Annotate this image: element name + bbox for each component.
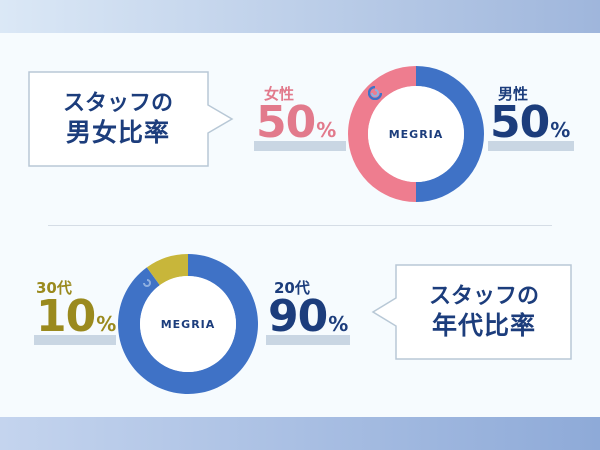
bottom-band [0,417,600,450]
female-value: 50 [256,97,316,148]
age20-slice [118,254,258,394]
age30-value: 10 [36,291,96,342]
gender-donut: MEGRIA [348,66,484,202]
section-divider [48,225,552,226]
gender-logo-text: MEGRIA [388,127,444,141]
age30-slice [146,254,188,286]
age-callout-line1: スタッフの [428,283,539,309]
gender-callout: スタッフの 男女比率 [28,71,234,167]
top-band [0,0,600,33]
age30-label: 30代 [36,279,72,297]
female-label: 女性 [264,85,295,103]
gender-donut-svg [348,66,484,202]
female-unit: % [316,118,337,142]
age20-unit: % [328,312,349,336]
male-label: 男性 [498,85,529,103]
age20-value: 90 [268,291,328,342]
donut-hole [368,86,464,182]
male-unit: % [550,118,571,142]
megria-logo-icon [368,86,382,100]
male-percent: 50% [490,101,570,145]
age20-percent: 90% [268,295,348,339]
donut-hole [140,276,236,372]
male-value: 50 [490,97,550,148]
megria-logo-icon [140,276,154,290]
age20-label: 20代 [274,279,310,297]
gender-callout-line2: 男女比率 [65,118,170,148]
age-donut-svg [118,254,258,394]
age20-underbar [266,335,350,345]
male-underbar [488,141,574,151]
gender-logo: MEGRIA [368,86,464,182]
age-logo: MEGRIA [140,276,236,372]
age30-unit: % [96,312,117,336]
female-slice [348,66,416,202]
age30-percent: 10% [36,295,116,339]
age30-underbar [34,335,116,345]
male-slice [416,66,484,202]
gender-callout-bubble [28,71,234,167]
age-logo-text: MEGRIA [160,317,216,331]
age-callout: スタッフの 年代比率 [371,264,572,360]
age-callout-bubble [371,264,572,360]
age-donut: MEGRIA [118,254,258,394]
age-callout-line2: 年代比率 [431,311,536,341]
female-percent: 50% [256,101,336,145]
gender-callout-line1: スタッフの [62,90,173,116]
female-underbar [254,141,346,151]
